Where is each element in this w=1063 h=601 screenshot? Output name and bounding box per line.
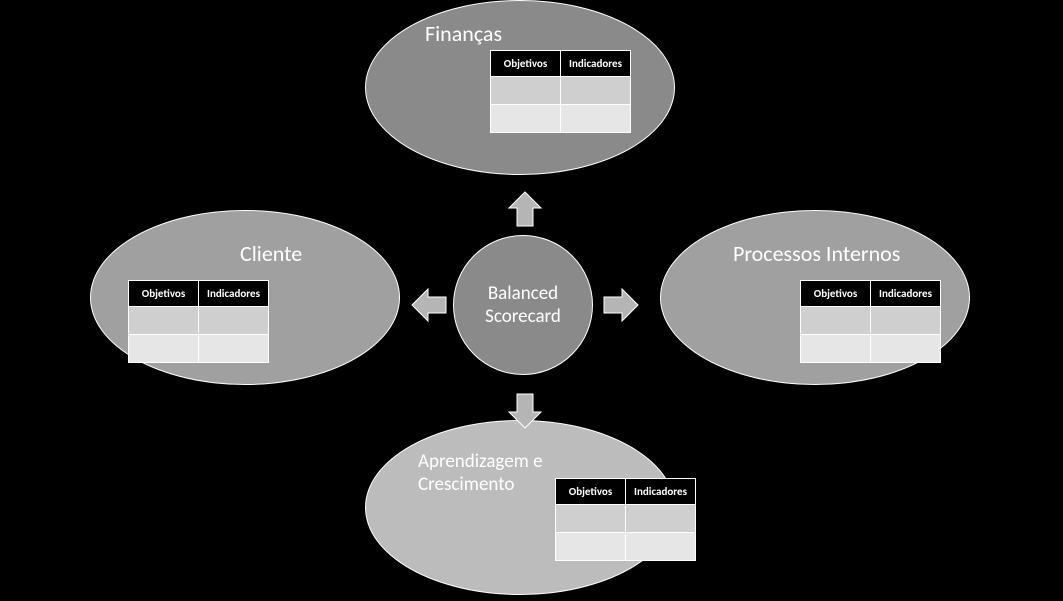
table-header-objetivos: Objetivos (129, 281, 199, 307)
table-cell (801, 335, 871, 363)
table-cell (556, 505, 626, 533)
label-cliente: Cliente (240, 240, 302, 267)
table-header-objetivos: Objetivos (801, 281, 871, 307)
label-aprendizagem: Aprendizagem e Crescimento (418, 450, 543, 496)
table-cell (199, 335, 269, 363)
table-cell (561, 77, 631, 105)
table-header-objetivos: Objetivos (556, 479, 626, 505)
center-label: Balanced Scorecard (485, 282, 561, 328)
table-cell (871, 307, 941, 335)
table-processos: Objetivos Indicadores (800, 280, 941, 363)
arrow-right-icon (600, 285, 640, 325)
table-cell (626, 505, 696, 533)
arrow-down-icon (505, 390, 545, 430)
table-cell (561, 105, 631, 133)
table-cell (129, 307, 199, 335)
table-header-objetivos: Objetivos (491, 51, 561, 77)
table-aprendizagem: Objetivos Indicadores (555, 478, 696, 561)
table-cell (626, 533, 696, 561)
arrow-up-icon (505, 190, 545, 230)
table-cell (871, 335, 941, 363)
table-cell (199, 307, 269, 335)
arrow-left-icon (410, 285, 450, 325)
table-cell (491, 77, 561, 105)
table-cell (801, 307, 871, 335)
table-header-indicadores: Indicadores (871, 281, 941, 307)
table-cliente: Objetivos Indicadores (128, 280, 269, 363)
label-financas: Finanças (425, 20, 502, 47)
table-financas: Objetivos Indicadores (490, 50, 631, 133)
table-cell (129, 335, 199, 363)
label-processos: Processos Internos (733, 240, 900, 267)
table-cell (556, 533, 626, 561)
center-circle: Balanced Scorecard (453, 235, 593, 375)
table-header-indicadores: Indicadores (561, 51, 631, 77)
table-cell (491, 105, 561, 133)
table-header-indicadores: Indicadores (626, 479, 696, 505)
table-header-indicadores: Indicadores (199, 281, 269, 307)
